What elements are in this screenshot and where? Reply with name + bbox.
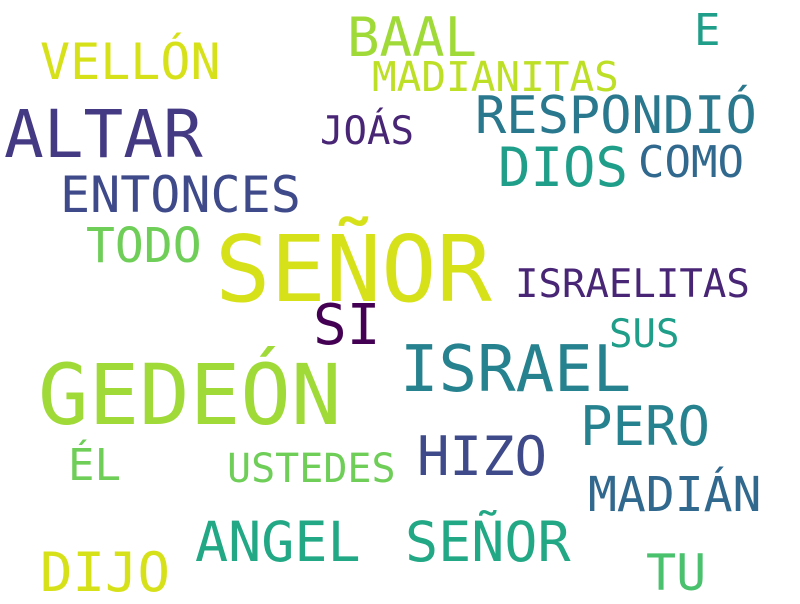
word-respondio: RESPONDIÓ	[475, 86, 757, 146]
word-como: COMO	[638, 137, 744, 188]
word-vellon: VELLÓN	[40, 33, 221, 91]
word-madian: MADIÁN	[588, 467, 762, 523]
word-dios: DIOS	[498, 136, 629, 199]
word-altar: ALTAR	[4, 96, 203, 173]
word-pero: PERO	[580, 395, 711, 458]
word-gedeon: GEDEÓN	[38, 346, 342, 444]
word-joas: JOÁS	[320, 109, 414, 154]
word-israelitas: ISRAELITAS	[515, 262, 750, 307]
word-baal: BAAL	[347, 6, 478, 69]
word-el: ÉL	[68, 440, 121, 491]
word-si: SI	[313, 293, 381, 358]
word-ustedes: USTEDES	[227, 446, 396, 492]
word-madianitas: MADIANITAS	[372, 53, 619, 101]
word-hizo: HIZO	[417, 425, 548, 488]
word-israel: ISRAEL	[400, 333, 632, 407]
word-e: E	[694, 5, 721, 56]
word-senor-small: SEÑOR	[405, 510, 571, 574]
word-sus: SUS	[609, 312, 680, 357]
word-todo: TODO	[86, 218, 202, 274]
word-entonces: ENTONCES	[60, 166, 301, 224]
word-tu: TU	[646, 544, 707, 602]
word-angel: ANGEL	[195, 510, 361, 574]
word-senor-large: SEÑOR	[215, 216, 492, 323]
word-dijo: DIJO	[40, 541, 171, 604]
